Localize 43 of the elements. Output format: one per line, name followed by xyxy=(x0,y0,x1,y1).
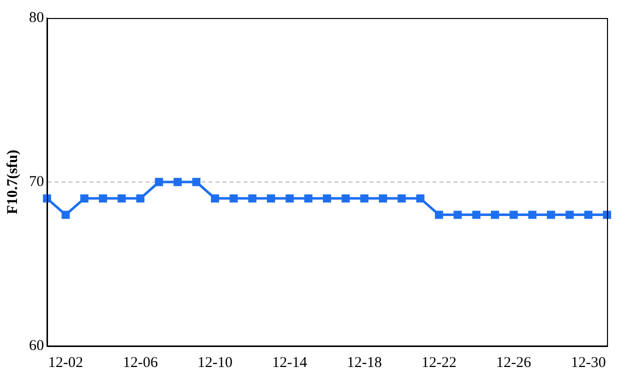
point xyxy=(286,194,294,202)
point xyxy=(566,210,574,219)
point xyxy=(378,194,388,202)
point xyxy=(62,210,70,219)
point xyxy=(416,194,424,202)
point xyxy=(584,210,592,219)
point xyxy=(118,194,126,202)
x-tick-label: 12-14 xyxy=(272,354,308,371)
point xyxy=(80,194,88,202)
point xyxy=(546,210,556,219)
y-tick-label: 60 xyxy=(29,338,44,354)
point xyxy=(230,194,238,202)
x-tick-label: 12-10 xyxy=(198,354,232,371)
point xyxy=(472,210,480,219)
point xyxy=(434,210,444,219)
y-axis-title: F10.7(sfu) xyxy=(4,150,21,214)
point xyxy=(42,194,52,202)
point xyxy=(510,210,518,219)
point xyxy=(360,194,368,202)
point xyxy=(98,194,108,202)
point xyxy=(342,194,350,202)
point xyxy=(398,194,406,202)
point xyxy=(490,210,500,219)
point xyxy=(154,178,164,186)
point xyxy=(454,210,462,219)
point xyxy=(174,178,182,186)
point xyxy=(210,194,220,202)
point xyxy=(528,210,536,219)
y-tick-label: 80 xyxy=(29,10,44,26)
x-tick-label: 12-26 xyxy=(496,354,532,371)
point xyxy=(602,210,612,219)
x-tick-label: 12-18 xyxy=(346,354,382,371)
point xyxy=(192,178,200,186)
point xyxy=(248,194,256,202)
y-tick-label: 70 xyxy=(29,174,44,190)
point xyxy=(136,194,144,202)
x-tick-label: 12-30 xyxy=(570,354,606,371)
x-tick-label: 12-02 xyxy=(48,354,84,371)
x-tick-label: 12-06 xyxy=(122,354,158,371)
point xyxy=(322,194,332,202)
x-tick-label: 12-22 xyxy=(422,354,456,371)
point xyxy=(304,194,312,202)
point xyxy=(266,194,276,202)
